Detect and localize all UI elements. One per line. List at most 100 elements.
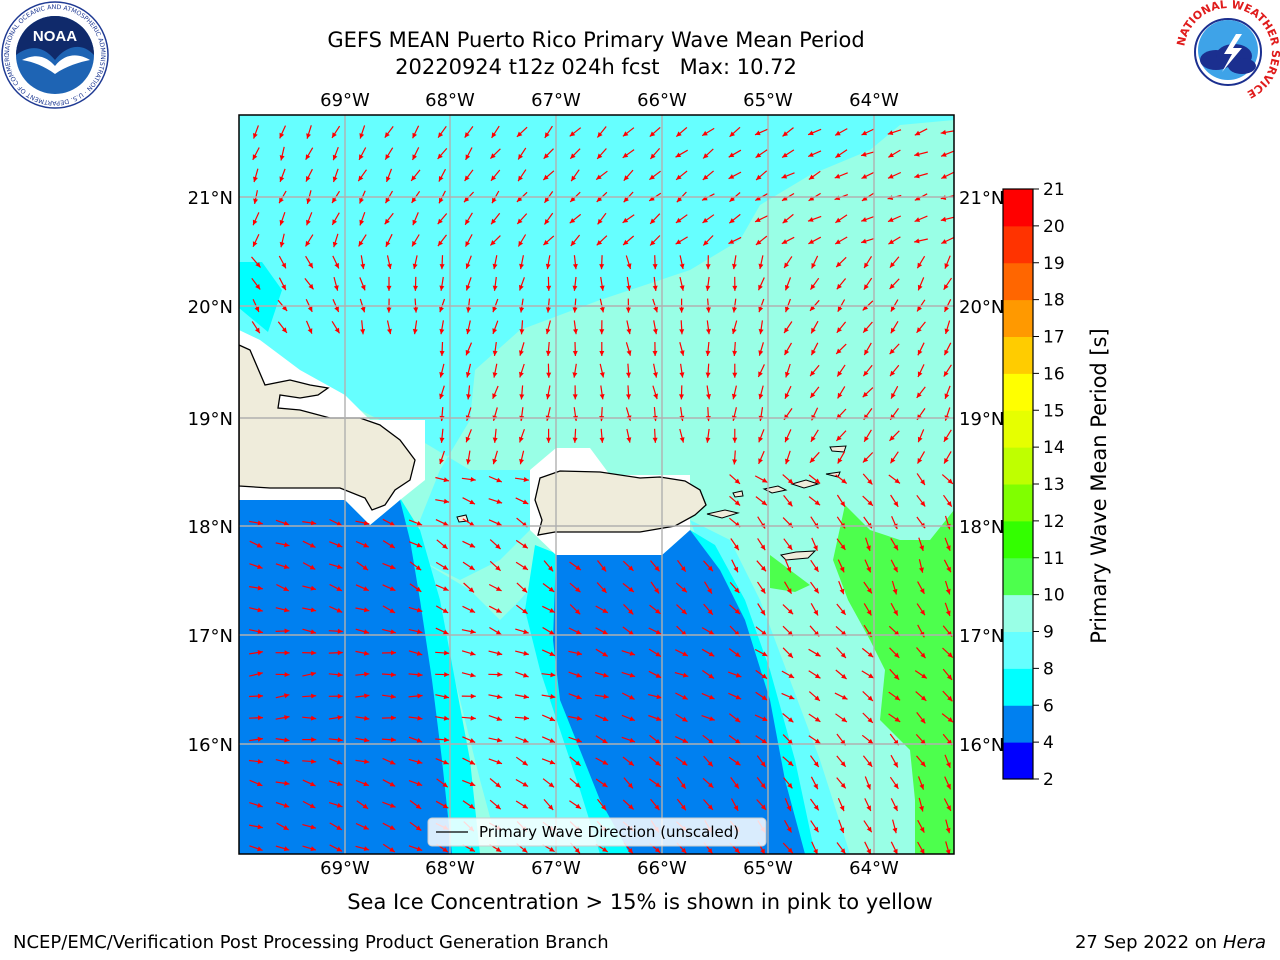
wave-arrow-head [257,671,263,677]
wave-arrow-head [888,239,894,245]
wave-arrow-head [894,695,901,701]
wave-arrow-head [364,671,370,677]
lat-label-right: 16°N [959,735,1004,756]
wave-arrow-head [469,542,476,548]
wave-arrow-head [652,437,658,443]
wave-arrow-head [893,805,898,811]
colorbar-tick-label: 4 [1043,733,1054,753]
wave-arrow-head [412,328,418,335]
wave-arrow-head [702,195,708,201]
wave-arrow-head [813,566,819,572]
wave-arrow-head [734,847,740,854]
wave-arrow-head [626,328,632,335]
wave-arrow-head [887,217,894,222]
wave-arrow-head [893,566,898,573]
wave-arrow-head [623,175,629,181]
wave-arrow-head [389,543,395,549]
wave-arrow-head [492,197,497,204]
wave-arrow-head [283,803,290,808]
wave-arrow-head [310,824,316,830]
wave-arrow-head [814,478,821,484]
wave-arrow-head [443,477,449,483]
lon-label-bottom: 68°W [425,858,475,879]
wave-arrow-head [655,673,662,678]
wave-arrow-head [444,672,450,678]
wave-arrow-head [866,826,872,833]
wave-arrow-head [629,651,636,656]
wave-arrow-head [492,393,497,399]
wave-arrow-head [919,827,925,833]
wave-arrow-head [358,240,364,247]
wave-arrow-head [576,672,582,678]
colorbar-block [1003,189,1033,227]
wave-arrow-head [728,152,735,158]
wave-arrow-head [417,672,423,678]
wave-arrow-head [811,349,816,356]
wave-arrow-head [810,370,816,377]
wave-arrow-head [786,588,792,594]
wave-arrow-head [442,521,449,526]
wave-arrow-head [705,372,711,378]
wave-arrow-head [861,130,868,136]
wave-arrow-head [813,609,818,616]
wave-arrow-head [867,761,873,767]
wave-arrow-head [682,651,688,656]
wave-arrow-head [305,154,311,160]
wave-arrow-head [733,805,739,811]
wave-arrow-head [943,284,949,290]
wave-period-map: 69°W 68°W 67°W 66°W 65°W 64°W 69°W 68°W … [188,90,1111,879]
colorbar-tick-label: 14 [1043,438,1065,458]
wave-arrow-head [492,285,498,291]
wave-arrow-head [362,565,369,571]
wave-arrow-head [652,328,658,335]
wave-arrow-head [628,587,634,593]
wave-arrow-head [650,153,656,159]
wave-arrow-head [522,781,529,787]
wave-arrow-head [310,671,317,677]
wave-arrow-head [836,435,842,441]
wave-arrow-head [496,499,503,504]
wave-arrow-head [545,263,551,270]
wave-arrow-head [808,152,814,157]
wave-arrow-head [336,759,343,765]
wave-arrow-head [944,458,949,464]
wave-arrow-head [707,565,713,572]
wave-arrow-head [786,805,792,812]
wave-arrow-head [679,285,685,291]
wave-arrow-head [813,848,818,854]
wave-arrow-head [310,715,317,721]
lat-label-right: 20°N [959,297,1004,318]
lon-label-top: 64°W [849,90,899,111]
wave-arrow-head [306,219,311,226]
wave-arrow-head [679,350,685,356]
map-legend: Primary Wave Direction (unscaled) [427,817,767,847]
wave-arrow-head [732,437,738,443]
land-hispaniola [239,344,416,511]
wave-arrow-head [755,195,761,201]
wave-arrow-head [787,847,793,854]
wave-arrow-head [257,629,263,634]
wave-arrow-head [569,218,576,224]
wave-arrow-head [546,285,552,291]
wave-arrow-head [523,672,529,678]
wave-arrow-head [310,607,317,613]
wave-arrow-head [599,372,605,378]
lon-label-top: 65°W [743,90,793,111]
wave-arrow-head [416,737,423,743]
wave-arrow-head [732,285,738,291]
wave-arrow-head [549,846,555,852]
wave-arrow-head [572,350,578,356]
wave-arrow-head [550,694,556,699]
wave-arrow-head [862,305,869,311]
colorbar-tick-label: 21 [1043,180,1065,200]
wave-arrow-head [257,564,263,569]
wave-arrow-head [311,759,317,764]
wave-arrow-head [837,458,843,464]
wave-arrow-head [603,694,609,699]
colorbar-block [1003,262,1033,301]
wave-arrow-head [947,717,954,723]
wave-arrow-head [940,216,947,222]
wave-arrow-head [465,372,471,378]
wave-arrow-head [894,478,900,484]
colorbar-tick-label: 16 [1043,364,1065,384]
